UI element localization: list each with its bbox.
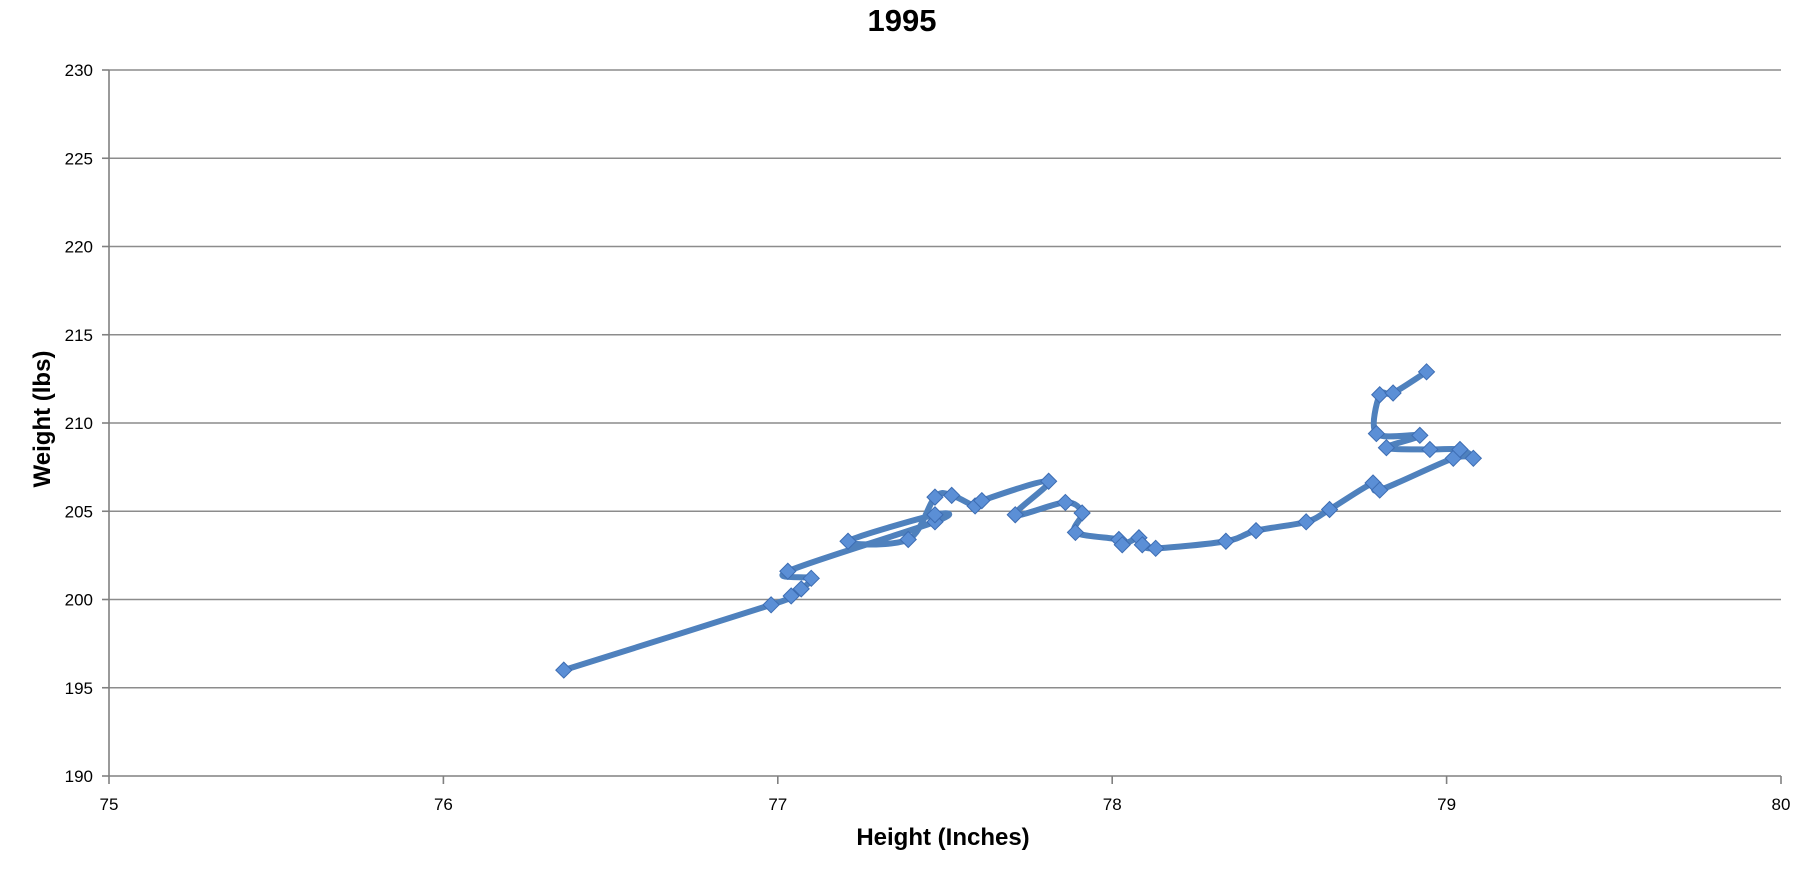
x-tick-label: 80	[1772, 795, 1791, 814]
data-point	[1367, 424, 1386, 443]
data-point	[926, 488, 944, 506]
y-tick-label: 220	[65, 238, 93, 257]
data-point	[1371, 481, 1389, 499]
data-point	[1217, 532, 1235, 550]
axes	[102, 69, 1782, 784]
data-point	[899, 530, 917, 549]
data-point	[779, 562, 797, 580]
y-tick-label: 200	[65, 591, 93, 610]
data-point	[1384, 384, 1402, 402]
data-point	[1464, 449, 1483, 468]
y-axis-title: Weight (lbs)	[29, 351, 56, 488]
data-point	[1451, 440, 1469, 459]
data-point	[1417, 363, 1436, 381]
data-point	[1066, 523, 1085, 542]
x-tick-label: 75	[100, 795, 119, 814]
y-tick-label: 205	[65, 502, 93, 521]
series	[555, 363, 1483, 679]
y-tick-label: 195	[65, 679, 93, 698]
data-point	[1297, 513, 1315, 531]
data-point	[1073, 504, 1091, 522]
data-point	[792, 580, 810, 598]
data-point	[1039, 472, 1058, 490]
data-point	[782, 587, 800, 605]
tick-labels: 190 195 200 205 210 215 220 225 230 75 76 77 78 79 80	[65, 61, 1791, 814]
data-point	[1056, 493, 1075, 512]
data-point	[926, 506, 944, 524]
y-tick-label: 215	[65, 326, 93, 345]
data-point	[942, 486, 961, 505]
data-point	[1006, 506, 1024, 524]
data-point	[1113, 536, 1131, 554]
chart-title: 1995	[868, 3, 937, 38]
data-point	[1411, 426, 1429, 445]
y-tick-label: 225	[65, 149, 93, 168]
data-point	[1247, 521, 1265, 540]
y-tick-label: 210	[65, 414, 93, 433]
data-point	[1320, 500, 1339, 519]
x-tick-label: 76	[434, 795, 453, 814]
data-point	[973, 491, 991, 510]
data-point	[1377, 439, 1396, 457]
data-point	[762, 596, 780, 614]
x-axis-title: Height (Inches)	[856, 824, 1029, 851]
data-point	[1133, 536, 1152, 554]
data-point	[1371, 386, 1389, 404]
x-tick-label: 79	[1437, 795, 1456, 814]
gridlines	[109, 69, 1781, 689]
data-point	[555, 661, 573, 679]
x-tick-label: 77	[768, 795, 787, 814]
y-tick-label: 190	[65, 767, 93, 786]
data-point	[1421, 440, 1439, 459]
x-tick-label: 78	[1103, 795, 1122, 814]
series-line	[560, 368, 1477, 674]
y-tick-label: 230	[65, 61, 93, 80]
data-point	[802, 569, 820, 588]
data-point	[839, 532, 857, 550]
data-point	[1146, 539, 1165, 558]
